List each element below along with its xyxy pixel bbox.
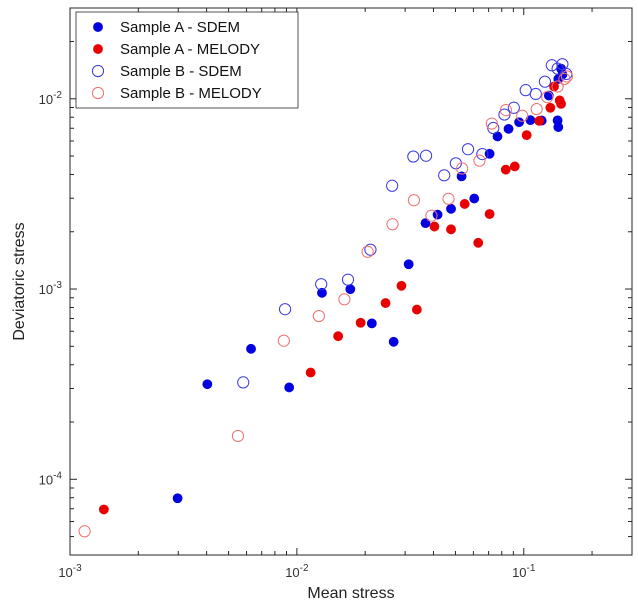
legend-marker xyxy=(93,44,103,54)
data-point xyxy=(202,379,213,390)
legend-marker xyxy=(91,86,105,100)
data-point xyxy=(484,209,495,219)
data-point xyxy=(469,193,480,204)
data-point xyxy=(231,429,245,443)
x-tick-label: 10-1 xyxy=(512,563,536,580)
data-point xyxy=(530,102,543,116)
data-point xyxy=(429,221,440,232)
data-point xyxy=(355,317,366,328)
data-point xyxy=(498,108,511,121)
series-2 xyxy=(98,81,566,515)
data-point xyxy=(315,278,328,291)
data-point xyxy=(338,293,351,306)
x-tick-label: 10-3 xyxy=(58,563,82,580)
data-point xyxy=(411,304,422,315)
data-point xyxy=(446,224,456,235)
y-axis-title: Deviatoric stress xyxy=(11,222,28,340)
data-point xyxy=(237,376,250,389)
y-tick-label: 10-3 xyxy=(39,280,63,297)
data-point xyxy=(473,237,484,248)
data-point xyxy=(529,87,542,101)
x-tick-label: 10-2 xyxy=(285,563,309,580)
data-point xyxy=(364,243,377,256)
legend-box xyxy=(75,11,299,109)
data-point xyxy=(278,303,292,316)
data-point xyxy=(500,164,511,175)
data-point xyxy=(407,150,420,163)
data-point xyxy=(476,147,489,161)
data-point xyxy=(386,179,399,192)
data-point xyxy=(317,287,327,298)
y-tick-label: 10-4 xyxy=(39,470,63,487)
data-point xyxy=(388,336,399,347)
data-point xyxy=(459,199,470,209)
data-point xyxy=(558,72,571,86)
data-point xyxy=(420,218,431,229)
legend-label: Sample A - MELODY xyxy=(120,41,260,58)
data-point xyxy=(277,334,290,347)
data-point xyxy=(312,309,325,323)
series-4 xyxy=(78,70,574,538)
data-point xyxy=(446,203,456,214)
x-axis-title: Mean stress xyxy=(307,585,394,602)
legend-marker xyxy=(93,22,103,32)
data-point xyxy=(545,102,556,113)
data-point xyxy=(521,130,532,141)
data-point xyxy=(380,298,391,308)
data-point xyxy=(419,149,433,162)
legend-label: Sample A - SDEM xyxy=(120,19,240,36)
data-point xyxy=(407,194,421,207)
data-point xyxy=(549,81,559,92)
data-point xyxy=(172,493,183,504)
series-1 xyxy=(172,63,568,504)
data-point xyxy=(499,103,512,117)
data-point xyxy=(551,62,564,75)
data-point xyxy=(507,101,520,114)
data-point xyxy=(432,209,443,220)
data-point xyxy=(98,504,109,515)
data-points xyxy=(78,58,574,538)
data-point xyxy=(442,192,455,205)
data-point xyxy=(525,115,536,126)
data-point xyxy=(553,122,564,132)
y-tick-label: 10-2 xyxy=(39,90,63,107)
data-point xyxy=(396,280,407,291)
data-point xyxy=(246,343,256,354)
data-point xyxy=(538,75,552,88)
data-point xyxy=(284,382,295,393)
data-point xyxy=(461,143,475,156)
data-point xyxy=(341,273,355,286)
data-point xyxy=(545,59,558,72)
plot-frame xyxy=(69,7,633,556)
data-point xyxy=(541,91,554,104)
plot-border xyxy=(69,7,633,556)
data-point xyxy=(551,80,564,93)
data-point xyxy=(514,117,525,128)
data-point xyxy=(503,123,514,134)
data-point xyxy=(78,525,91,538)
legend-label: Sample B - MELODY xyxy=(120,85,262,102)
data-point xyxy=(509,161,520,172)
data-point xyxy=(366,318,377,329)
data-point xyxy=(438,169,451,182)
data-point xyxy=(333,331,344,342)
data-point xyxy=(386,218,399,231)
legend-marker xyxy=(91,64,105,78)
data-point xyxy=(485,117,498,130)
data-point xyxy=(305,367,316,378)
data-point xyxy=(403,259,414,270)
data-point xyxy=(534,116,545,126)
legend: Sample A - SDEM Sample A - MELODY Sample B… xyxy=(75,11,299,109)
data-point xyxy=(516,109,529,122)
data-point xyxy=(560,70,574,83)
data-point xyxy=(556,98,566,109)
legend-label: Sample B - SDEM xyxy=(120,63,242,80)
data-point xyxy=(456,162,469,175)
data-point xyxy=(345,284,356,295)
data-point xyxy=(361,245,374,258)
data-point xyxy=(425,209,438,222)
data-point xyxy=(473,154,486,167)
